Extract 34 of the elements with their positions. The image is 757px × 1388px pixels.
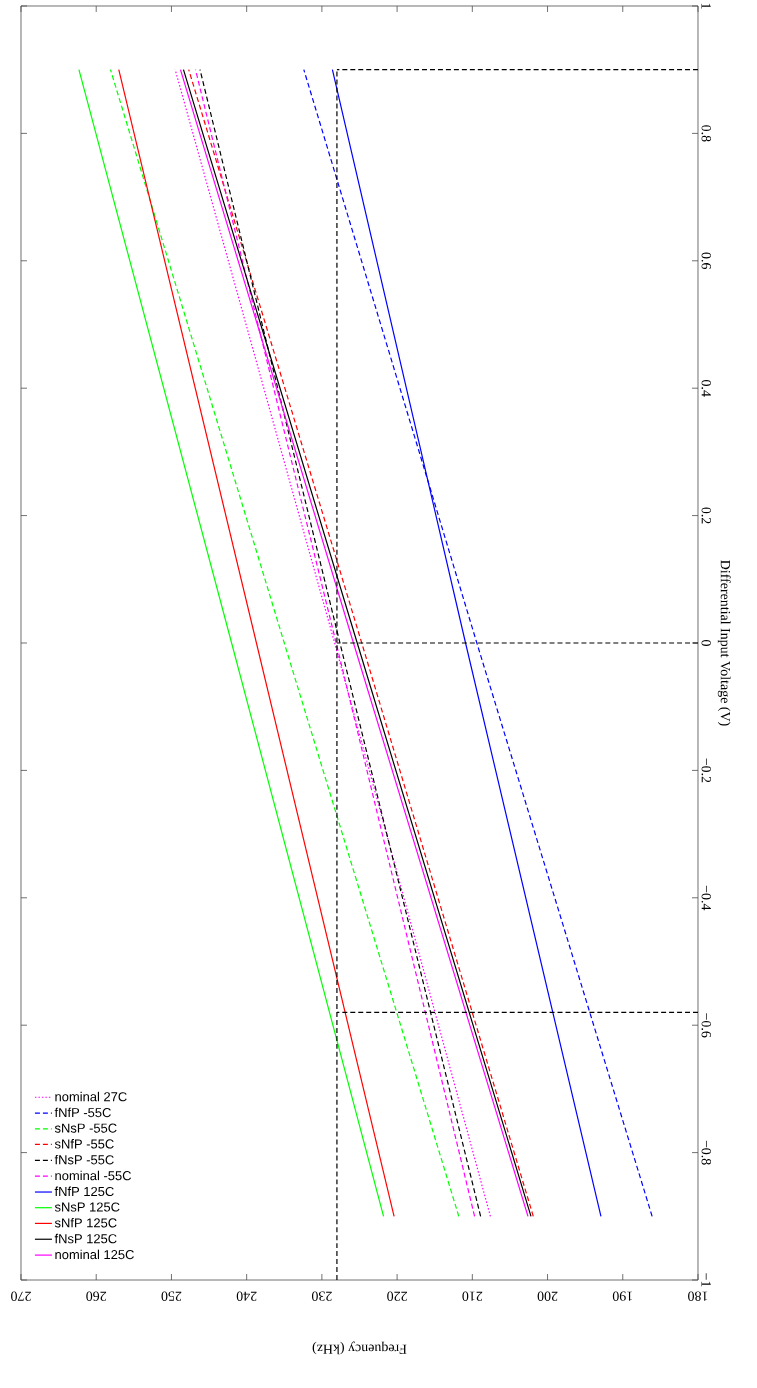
y-axis-title: Differential Input Voltage (V) [717,560,731,726]
y-tick-label: −0.2 [701,758,711,783]
x-tick-label: 270 [11,1291,31,1301]
legend-label: fNsP 125C [54,1233,117,1244]
y-tick-label: 0.4 [701,380,711,397]
y-tick-label: −0.6 [701,1013,711,1038]
y-tick-label: −0.4 [701,885,711,911]
legend-label: fNfP 125C [54,1186,114,1197]
y-tick-label: 0 [701,640,711,646]
x-tick-label: 180 [688,1291,708,1301]
y-tick-label: 0.2 [701,507,711,524]
legend-label: fNfP -55C [54,1107,111,1118]
legend-label: nominal -55C [55,1170,132,1181]
x-axis-title: Frequency (kHz) [312,1341,407,1355]
y-tick-label: 1 [701,3,711,9]
y-tick-label: −1 [701,1273,711,1287]
legend-label: sNfP -55C [54,1139,114,1149]
x-tick-label: 240 [236,1291,257,1301]
x-tick-label: 210 [462,1291,483,1301]
x-tick-label: 200 [537,1291,558,1301]
legend-label: fNsP -55C [54,1154,114,1165]
x-tick-label: 230 [311,1291,332,1301]
legend-label: sNfP 125C [54,1217,117,1228]
y-tick-label: 0.6 [701,252,711,270]
y-tick-label: −0.8 [701,1140,711,1165]
x-tick-label: 220 [387,1291,407,1301]
legend-label: nominal 125C [55,1249,134,1260]
legend-label: nominal 27C [55,1091,127,1102]
x-tick-label: 250 [161,1291,182,1301]
legend-label: sNsP -55C [54,1123,117,1133]
y-tick-label: 0.8 [701,125,711,142]
x-tick-label: 260 [86,1291,107,1301]
x-tick-label: 190 [612,1291,633,1301]
legend-label: sNsP 125C [54,1202,120,1212]
